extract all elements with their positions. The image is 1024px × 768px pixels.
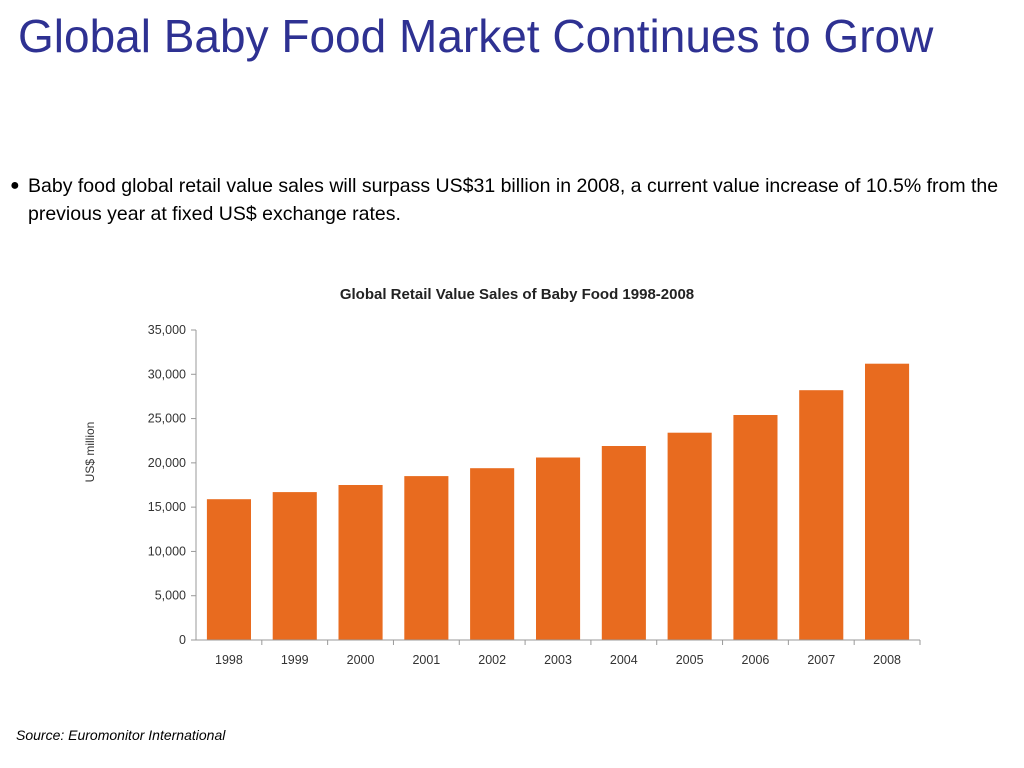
x-tick-label: 2008: [873, 653, 901, 667]
bar-2005: [667, 432, 712, 640]
x-tick-label: 2006: [742, 653, 770, 667]
x-tick-label: 2004: [610, 653, 638, 667]
slide-title: Global Baby Food Market Continues to Gro…: [18, 10, 934, 62]
bar-2004: [601, 446, 646, 640]
x-tick-label: 2002: [478, 653, 506, 667]
y-axis: 0 5,000 10,000 15,000 20,000 25,000 30,000 35,0…: [148, 323, 197, 647]
x-tick-label: 2001: [412, 653, 440, 667]
bullet-point: ● Baby food global retail value sales wi…: [10, 172, 1000, 228]
x-tick-label: 2005: [676, 653, 704, 667]
bar-1998: [206, 499, 251, 640]
y-tick-label: 20,000: [148, 456, 186, 470]
bar-2008: [865, 363, 910, 640]
x-tick-label: 1998: [215, 653, 243, 667]
bar-chart: Global Retail Value Sales of Baby Food 1…: [83, 286, 921, 667]
y-tick-label: 10,000: [148, 544, 186, 558]
bar-2006: [733, 415, 778, 640]
x-axis: 1998 1999 2000 2001 2002 2003 2004 2005 2006 2007…: [196, 639, 921, 667]
y-axis-label: US$ million: [83, 422, 97, 483]
bar-2000: [338, 485, 383, 640]
source-note: Source: Euromonitor International: [16, 727, 226, 743]
bullet-text: Baby food global retail value sales will…: [28, 175, 999, 225]
y-tick-label: 25,000: [148, 412, 186, 426]
y-tick-label: 15,000: [148, 500, 186, 514]
x-tick-label: 2007: [807, 653, 835, 667]
bar-1999: [272, 492, 317, 640]
x-tick-label: 2003: [544, 653, 572, 667]
bars: [206, 363, 910, 640]
x-tick-label: 1999: [281, 653, 309, 667]
x-tick-label: 2000: [347, 653, 375, 667]
bar-2003: [536, 457, 581, 640]
chart-title: Global Retail Value Sales of Baby Food 1…: [340, 286, 694, 303]
bar-2001: [404, 476, 449, 640]
y-tick-label: 30,000: [148, 367, 186, 381]
bar-2002: [470, 468, 515, 640]
bar-2007: [799, 390, 844, 640]
y-tick-label: 5,000: [155, 589, 186, 603]
bullet-dot-icon: ●: [10, 177, 20, 194]
y-tick-label: 0: [179, 633, 186, 647]
y-tick-label: 35,000: [148, 323, 186, 337]
